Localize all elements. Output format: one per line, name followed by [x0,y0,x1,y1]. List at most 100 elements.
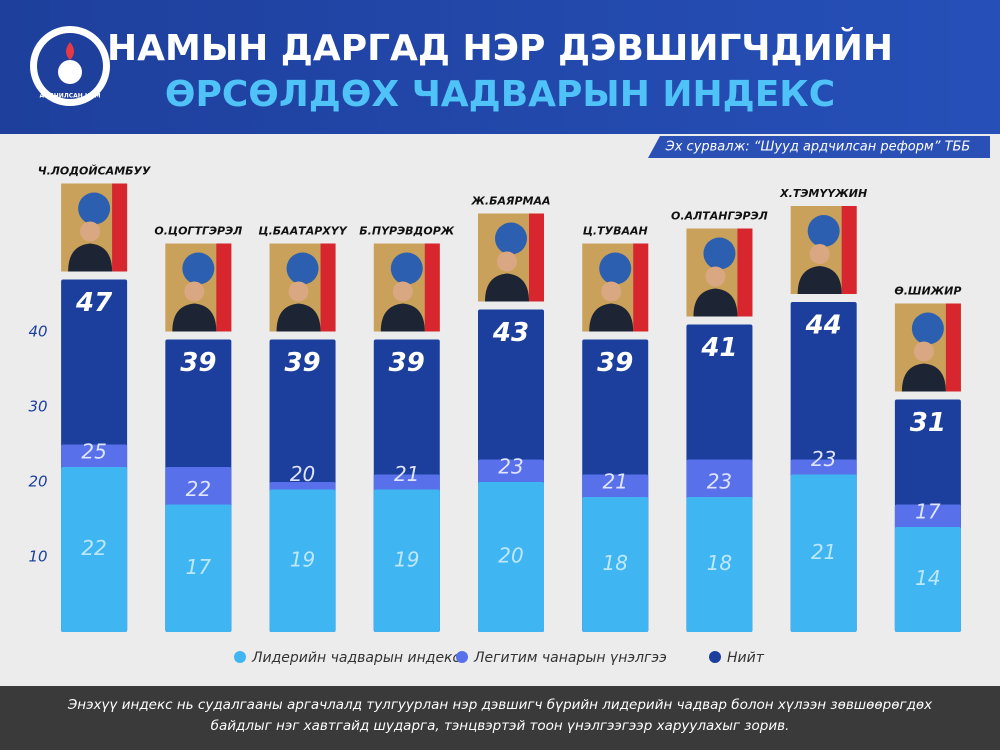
data-label: 44 [805,311,842,341]
data-label: 20 [290,462,315,486]
photo-emblem [807,215,840,247]
x-tick-label: Б.ПҮРЭВДОРЖ [359,225,454,238]
photo-head [80,221,101,242]
photo-flag [737,228,753,317]
data-label: 41 [700,333,737,363]
photo-head [392,281,413,302]
data-label: 18 [602,551,627,575]
data-label: 19 [290,547,315,571]
data-label: 19 [394,547,419,571]
bar [61,467,128,632]
photo-body [901,363,946,392]
photo-emblem [495,222,527,255]
footer-text: Энэхүү индекс нь судалгааны аргачлалд ту… [67,697,933,713]
x-tick-label: Ч.ЛОДОЙСАМБУУ [38,165,151,178]
y-tick-label: 20 [28,473,47,491]
data-label: 23 [811,447,836,471]
legend-label: Нийт [727,650,765,666]
data-label: 43 [492,318,529,348]
x-tick-label: Ц.ТУВААН [583,225,648,238]
logo-flame [66,42,74,60]
data-label: 14 [915,566,940,590]
photo-emblem [599,252,632,285]
data-label: 22 [81,536,106,560]
photo-body [693,288,738,317]
photo-emblem [703,237,736,270]
x-tick-label: Ө.ШИЖИР [894,285,961,298]
bar [894,527,961,632]
legend-swatch [234,651,246,663]
photo-head [809,244,830,264]
photo-head [705,266,726,287]
bar [373,489,440,632]
photo-flag [945,303,961,392]
source: Эх сурвалж: “Шууд ардчилсан реформ” ТББ [665,140,971,155]
photo-body [276,303,321,332]
photo-body [68,243,113,272]
photo-flag [529,213,544,302]
bar [686,497,753,632]
logo-symbol [58,60,82,84]
x-tick-label: О.ЦОГТГЭРЭЛ [154,225,242,238]
data-label: 39 [597,348,633,378]
x-tick-label: Х.ТЭМҮҮЖИН [779,187,867,200]
photo-flag [841,206,857,294]
photo-emblem [78,192,111,225]
source-banner [648,136,990,158]
photo-body [172,303,217,332]
footer-band [0,686,1000,750]
photo-flag [320,243,336,332]
data-label: 39 [389,348,425,378]
photo-flag [633,243,649,332]
y-tick-label: 30 [28,398,47,416]
photo-head [184,281,205,302]
photo-body [797,266,842,294]
photo-emblem [286,252,319,285]
data-label: 21 [602,470,627,494]
data-label: 17 [186,555,212,579]
photo-body [380,303,425,332]
logo-text: АРДЧИЛСАН НАМ [39,93,100,100]
data-label: 17 [915,500,941,524]
data-label: 21 [811,540,836,564]
y-tick-label: 10 [28,548,47,566]
photo-head [601,281,622,302]
footer-text: байдлыг нэг хавтгайд шударга, тэнцвэртэй… [211,718,790,734]
data-label: 21 [394,462,419,486]
data-label: 25 [81,440,106,464]
photo-head [497,251,517,272]
bar [165,504,232,632]
photo-emblem [390,252,423,285]
data-label: 23 [498,455,523,479]
y-tick-label: 40 [28,323,47,341]
photo-head [913,341,934,362]
data-label: 22 [186,477,211,501]
photo-flag [216,243,232,332]
photo-flag [112,183,128,272]
bar [582,497,649,632]
legend-swatch [456,651,468,663]
data-label: 23 [707,470,732,494]
data-label: 39 [284,348,320,378]
x-tick-label: Ц.БААТАРХҮҮ [258,225,347,238]
bar [790,474,857,632]
legend-label: Лидерийн чадварын индекс [251,650,461,666]
x-tick-label: Ж.БАЯРМАА [470,195,550,208]
bar [478,482,544,632]
x-tick-label: О.АЛТАНГЭРЭЛ [671,210,768,223]
title: НАМЫН ДАРГАД НЭР ДЭВШИГЧДИЙН [107,27,893,69]
photo-emblem [182,252,215,285]
data-label: 47 [75,288,113,318]
photo-emblem [911,312,944,345]
data-label: 39 [180,348,216,378]
legend-swatch [709,651,721,663]
header-band [0,0,1000,134]
photo-flag [424,243,440,332]
photo-head [288,281,309,302]
data-label: 31 [910,408,946,438]
bar [269,489,336,632]
photo-body [589,303,634,332]
title: ӨРСӨЛДӨХ ЧАДВАРЫН ИНДЕКС [165,74,835,115]
